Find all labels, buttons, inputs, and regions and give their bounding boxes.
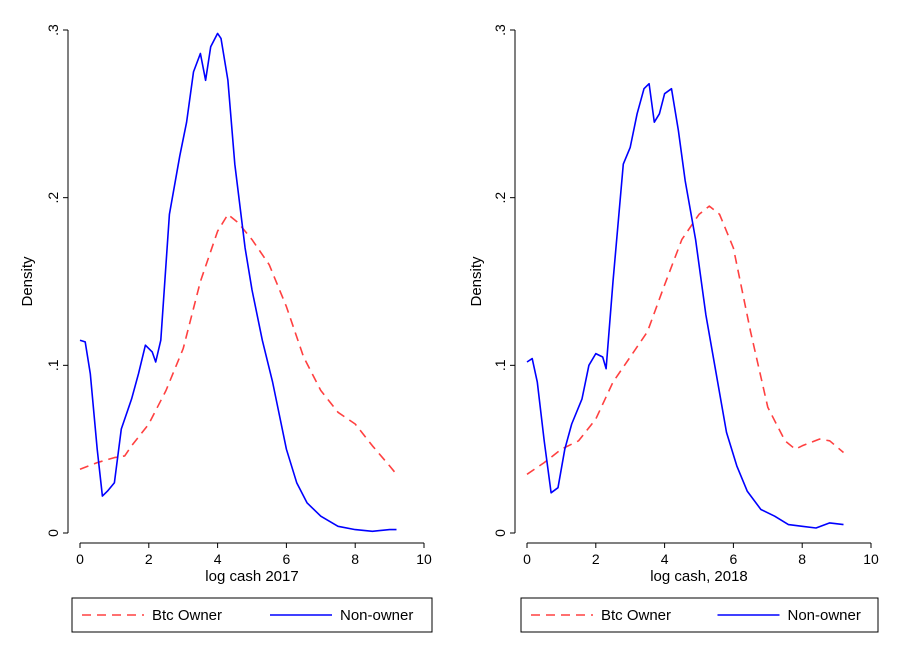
x-tick-label: 6 — [283, 551, 291, 567]
x-tick-label: 4 — [661, 551, 669, 567]
y-tick-label: .3 — [492, 24, 508, 36]
x-tick-label: 2 — [592, 551, 600, 567]
y-tick-label: .2 — [492, 192, 508, 204]
y-tick-label: 0 — [492, 529, 508, 537]
x-tick-label: 10 — [416, 551, 432, 567]
x-tick-label: 0 — [523, 551, 531, 567]
y-tick-label: .1 — [492, 359, 508, 371]
x-tick-label: 0 — [76, 551, 84, 567]
x-tick-label: 8 — [798, 551, 806, 567]
series-line-non-owner — [526, 82, 844, 529]
y-tick-label: .3 — [45, 24, 61, 36]
chart-panel-2018: 0 2 4 6 8 10 log cash, 2018 0 .1 .2 .3 Density Btc O… — [468, 24, 879, 633]
series-line-btc-owner — [79, 213, 398, 475]
series-line-btc-owner — [526, 205, 845, 475]
y-tick-label: .1 — [45, 359, 61, 371]
x-axis-label: log cash, 2018 — [650, 568, 748, 585]
legend-label-btc-owner: Btc Owner — [601, 607, 671, 624]
y-tick-label: 0 — [45, 529, 61, 537]
x-tick-label: 2 — [145, 551, 153, 567]
y-tick-label: .2 — [45, 192, 61, 204]
legend: Btc Owner Non-owner — [520, 597, 879, 633]
y-axis-label: Density — [19, 256, 36, 307]
y-axis-label: Density — [468, 256, 485, 307]
x-tick-label: 8 — [351, 551, 359, 567]
x-tick-label: 4 — [214, 551, 222, 567]
legend-label-non-owner: Non-owner — [340, 607, 413, 624]
legend-label-btc-owner: Btc Owner — [152, 607, 222, 624]
series-line-non-owner — [79, 32, 397, 533]
x-tick-label: 10 — [863, 551, 879, 567]
x-tick-label: 6 — [730, 551, 738, 567]
legend: Btc Owner Non-owner — [71, 597, 433, 633]
x-axis-label: log cash 2017 — [205, 568, 298, 585]
chart-panel-2017: 0 2 4 6 8 10 log cash 2017 0 .1 .2 .3 Density Btc Ow… — [19, 24, 433, 633]
legend-label-non-owner: Non-owner — [788, 607, 861, 624]
